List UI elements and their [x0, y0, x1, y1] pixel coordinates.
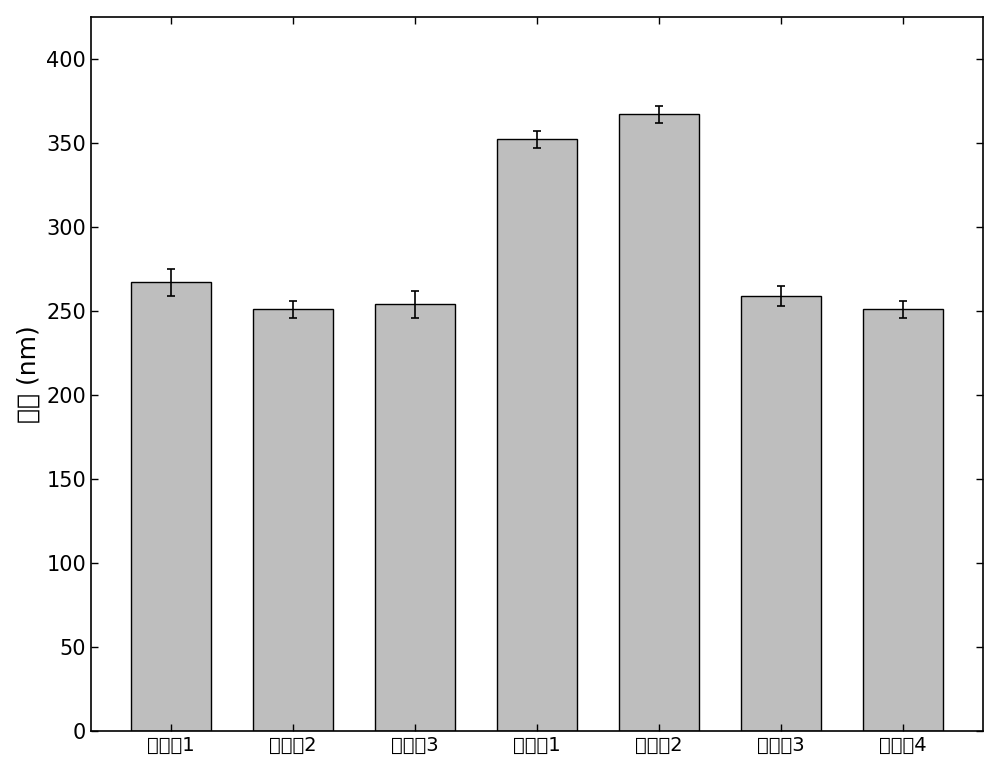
- Y-axis label: 粒径 (nm): 粒径 (nm): [17, 325, 41, 423]
- Bar: [863, 310, 943, 732]
- Bar: [131, 283, 211, 732]
- Bar: [741, 296, 821, 732]
- Bar: [375, 304, 455, 732]
- Bar: [253, 310, 333, 732]
- Bar: [497, 140, 577, 732]
- Bar: [619, 114, 699, 732]
